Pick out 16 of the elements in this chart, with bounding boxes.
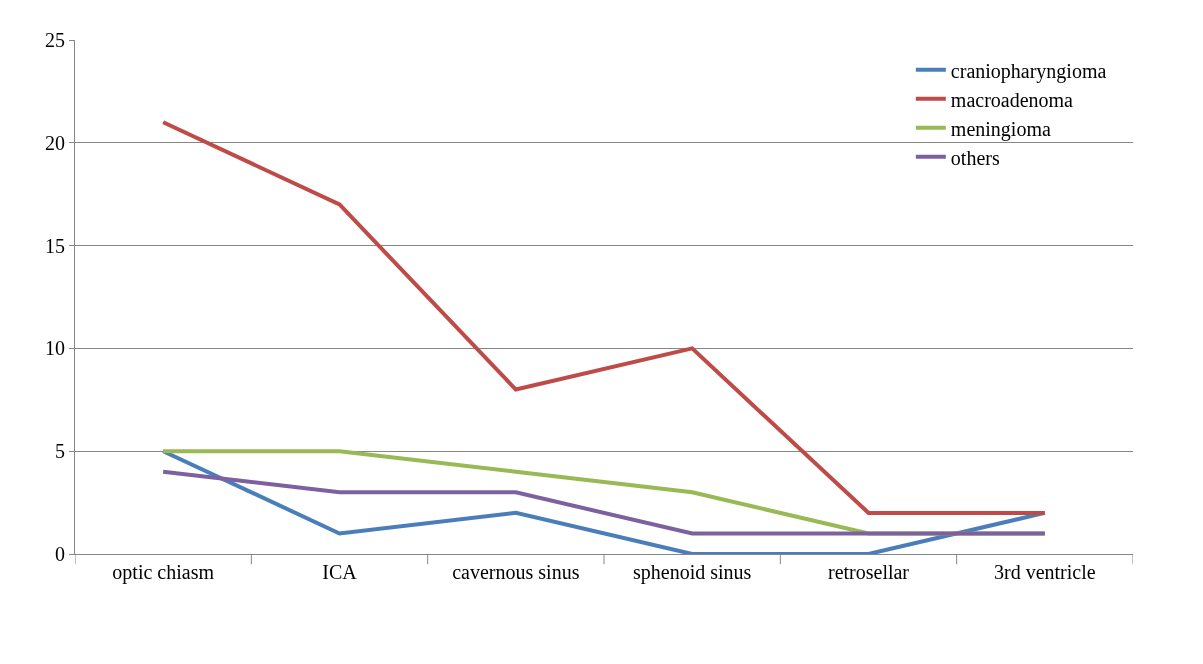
x-tick-label: ICA xyxy=(322,561,358,583)
y-tick-label: 25 xyxy=(45,29,65,51)
y-tick-label: 10 xyxy=(45,337,65,360)
x-tick-label: retrosellar xyxy=(827,561,910,583)
y-tick-label: 15 xyxy=(45,234,65,257)
legend-label: meningioma xyxy=(950,117,1051,141)
x-tick-label: optic chiasm xyxy=(112,561,215,584)
y-tick-label: 0 xyxy=(55,543,65,565)
legend-label: macroadenoma xyxy=(950,88,1074,111)
legend-label: craniopharyngioma xyxy=(950,59,1107,83)
x-tick-label: cavernous sinus xyxy=(452,561,580,583)
y-tick-label: 20 xyxy=(45,131,65,154)
x-tick-label: 3rd ventricle xyxy=(994,561,1096,583)
legend-label: others xyxy=(950,146,1000,169)
y-tick-label: 5 xyxy=(55,440,65,463)
x-tick-label: sphenoid sinus xyxy=(633,561,752,584)
